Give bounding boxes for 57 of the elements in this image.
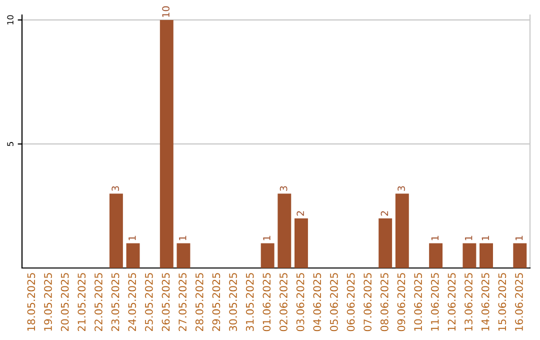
x-tick-label: 09.06.2025 bbox=[397, 273, 406, 332]
data-label: 3 bbox=[112, 186, 120, 191]
x-tick-label: 13.06.2025 bbox=[464, 273, 472, 331]
data-label: 1 bbox=[179, 236, 186, 240]
x-tick-label: 03.06.2025 bbox=[296, 273, 304, 332]
x-tick-label: 04.06.2025 bbox=[313, 273, 322, 332]
data-label: 1 bbox=[465, 236, 472, 240]
x-tick-label: 06.06.2025 bbox=[346, 273, 355, 332]
x-tick-label: 19.05.2025 bbox=[44, 273, 52, 331]
bar bbox=[160, 20, 174, 268]
bar bbox=[176, 243, 190, 268]
data-label: 1 bbox=[482, 236, 489, 240]
x-tick-label: 28.05.2025 bbox=[195, 273, 204, 332]
x-tick-label: 30.05.2025 bbox=[229, 273, 237, 332]
data-label: 2 bbox=[380, 211, 388, 216]
x-tick-label: 02.06.2025 bbox=[280, 273, 288, 332]
x-tick-label: 01.06.2025 bbox=[262, 273, 271, 332]
data-label: 1 bbox=[516, 236, 523, 240]
bar bbox=[126, 243, 140, 268]
x-tick-label: 10.06.2025 bbox=[414, 273, 422, 331]
x-tick-label: 31.05.2025 bbox=[246, 273, 254, 332]
bar bbox=[294, 218, 308, 268]
x-tick-label: 18.05.2025 bbox=[27, 273, 36, 331]
x-tick-label: 26.05.2025 bbox=[162, 273, 170, 332]
x-tick-label: 29.05.2025 bbox=[212, 273, 220, 332]
x-tick-label: 14.06.2025 bbox=[481, 273, 490, 331]
x-tick-label: 16.06.2025 bbox=[515, 273, 523, 331]
bar bbox=[395, 194, 409, 268]
bar bbox=[378, 218, 392, 268]
y-tick-label: 5 bbox=[7, 142, 14, 146]
x-tick-label: 20.05.2025 bbox=[60, 273, 69, 332]
x-tick-label: 25.05.2025 bbox=[144, 273, 153, 332]
data-label: 1 bbox=[431, 236, 438, 240]
bar bbox=[109, 194, 123, 268]
x-tick-label: 24.05.2025 bbox=[128, 273, 136, 332]
x-tick-label: 23.05.2025 bbox=[111, 273, 120, 332]
x-tick-label: 07.06.2025 bbox=[364, 273, 372, 332]
data-label: 1 bbox=[128, 236, 136, 240]
bar bbox=[513, 243, 527, 268]
bar bbox=[429, 243, 443, 268]
data-label: 3 bbox=[398, 186, 405, 191]
bar bbox=[480, 243, 493, 268]
x-tick-label: 12.06.2025 bbox=[448, 273, 456, 331]
data-label: 3 bbox=[280, 186, 288, 191]
x-tick-label: 21.05.2025 bbox=[78, 273, 86, 332]
x-tick-label: 05.06.2025 bbox=[330, 273, 338, 332]
bar bbox=[278, 194, 292, 268]
x-tick-label: 27.05.2025 bbox=[178, 273, 187, 332]
x-tick-label: 22.05.2025 bbox=[94, 273, 102, 332]
data-label: 10 bbox=[162, 6, 170, 17]
data-label: 2 bbox=[296, 211, 304, 216]
x-tick-label: 08.06.2025 bbox=[380, 273, 388, 332]
data-label: 1 bbox=[263, 236, 270, 240]
x-tick-label: 11.06.2025 bbox=[430, 273, 439, 331]
bar bbox=[260, 243, 274, 268]
bar bbox=[462, 243, 476, 268]
x-tick-label: 15.06.2025 bbox=[498, 273, 506, 331]
